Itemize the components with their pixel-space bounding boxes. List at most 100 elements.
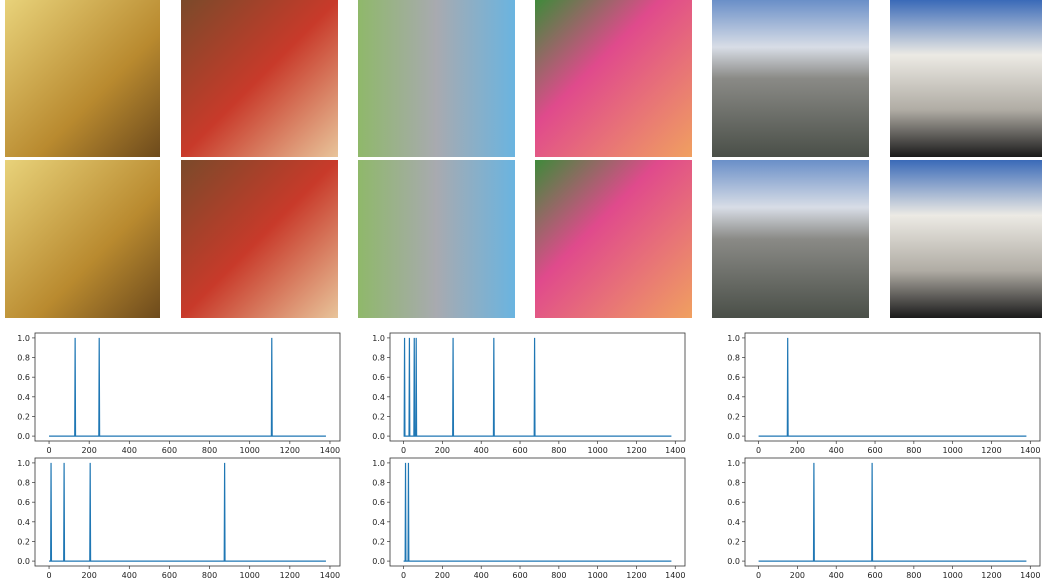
figure: 0.0 0.2 0.4 0.6 0.8 1.0 0 200 400 600 800 1000 1200 1… <box>0 0 1042 581</box>
y-tick-label: 0.2 <box>17 537 30 546</box>
x-tick-label: 400 <box>474 446 489 455</box>
page: {"chart_data": [ {"type": "line", "x": [… <box>0 0 1042 585</box>
x-tick-label: 800 <box>202 446 217 455</box>
x-tick-label: 600 <box>512 446 527 455</box>
x-tick-label: 600 <box>162 571 177 580</box>
y-tick-label: 0.6 <box>17 498 30 507</box>
y-tick-label: 1.0 <box>372 459 385 468</box>
x-tick-label: 1000 <box>587 446 607 455</box>
y-tick-label: 0.8 <box>727 479 740 488</box>
x-tick-label: 600 <box>867 446 882 455</box>
photo <box>712 0 869 157</box>
x-tick-label: 0 <box>46 571 51 580</box>
axes-frame <box>390 458 685 566</box>
x-tick-label: 400 <box>829 571 844 580</box>
x-tick-label: 1200 <box>626 571 646 580</box>
x-tick-label: 1200 <box>280 446 300 455</box>
y-tick-label: 0.4 <box>727 518 740 527</box>
axes-frame <box>390 333 685 441</box>
x-tick-label: 1200 <box>280 571 300 580</box>
line <box>404 463 672 561</box>
y-tick-label: 0.8 <box>372 479 385 488</box>
x-tick-label: 400 <box>829 446 844 455</box>
photo <box>890 0 1042 157</box>
line <box>49 463 326 561</box>
x-tick-label: 1400 <box>320 571 340 580</box>
line <box>759 463 1027 561</box>
x-tick-label: 1000 <box>942 571 962 580</box>
x-tick-label: 0 <box>46 446 51 455</box>
x-tick-label: 0 <box>401 446 406 455</box>
y-tick-label: 0.4 <box>17 393 30 402</box>
x-tick-label: 1200 <box>981 446 1001 455</box>
x-tick-label: 1400 <box>665 446 685 455</box>
axes-frame <box>35 458 340 566</box>
y-tick-label: 1.0 <box>727 334 740 343</box>
y-tick-label: 0.6 <box>727 373 740 382</box>
x-tick-label: 1000 <box>587 571 607 580</box>
x-tick-label: 1400 <box>1020 571 1040 580</box>
x-tick-label: 1400 <box>320 446 340 455</box>
y-tick-label: 0.8 <box>727 354 740 363</box>
x-tick-label: 800 <box>551 446 566 455</box>
x-tick-label: 200 <box>790 571 805 580</box>
x-tick-label: 800 <box>906 571 921 580</box>
x-tick-label: 0 <box>756 446 761 455</box>
x-tick-label: 200 <box>82 571 97 580</box>
x-tick-label: 1000 <box>942 446 962 455</box>
x-tick-label: 1400 <box>1020 446 1040 455</box>
y-tick-label: 0.6 <box>17 373 30 382</box>
x-tick-label: 800 <box>906 446 921 455</box>
photo <box>712 160 869 318</box>
y-tick-label: 0.2 <box>727 412 740 421</box>
x-tick-label: 800 <box>551 571 566 580</box>
photo-grid <box>5 0 1042 318</box>
x-tick-label: 200 <box>790 446 805 455</box>
y-tick-label: 1.0 <box>17 334 30 343</box>
y-tick-label: 0.2 <box>372 412 385 421</box>
x-tick-label: 1000 <box>240 446 260 455</box>
x-tick-label: 400 <box>122 446 137 455</box>
x-tick-label: 1200 <box>626 446 646 455</box>
axes-frame <box>35 333 340 441</box>
y-tick-label: 0.6 <box>372 373 385 382</box>
line <box>759 338 1027 436</box>
x-tick-label: 0 <box>756 571 761 580</box>
axes-frame <box>745 458 1040 566</box>
photo <box>181 0 338 157</box>
y-tick-label: 0.0 <box>372 557 385 566</box>
photo <box>5 160 160 318</box>
x-tick-label: 400 <box>474 571 489 580</box>
y-tick-label: 0.8 <box>17 354 30 363</box>
axes-frame <box>745 333 1040 441</box>
line <box>404 338 672 436</box>
x-tick-label: 200 <box>435 446 450 455</box>
x-tick-label: 200 <box>82 446 97 455</box>
y-tick-label: 0.2 <box>372 537 385 546</box>
x-tick-label: 1000 <box>240 571 260 580</box>
y-tick-label: 0.8 <box>372 354 385 363</box>
y-tick-label: 0.0 <box>17 557 30 566</box>
photo <box>358 160 515 318</box>
x-tick-label: 600 <box>162 446 177 455</box>
x-tick-label: 800 <box>202 571 217 580</box>
y-tick-label: 1.0 <box>17 459 30 468</box>
y-tick-label: 0.4 <box>17 518 30 527</box>
y-tick-label: 0.4 <box>372 518 385 527</box>
y-tick-label: 0.6 <box>372 498 385 507</box>
x-tick-label: 0 <box>401 571 406 580</box>
x-tick-label: 400 <box>122 571 137 580</box>
x-tick-label: 600 <box>512 571 527 580</box>
y-tick-label: 1.0 <box>372 334 385 343</box>
y-tick-label: 0.0 <box>17 432 30 441</box>
photo <box>181 160 338 318</box>
x-tick-label: 1200 <box>981 571 1001 580</box>
x-tick-label: 200 <box>435 571 450 580</box>
y-tick-label: 0.6 <box>727 498 740 507</box>
photo <box>890 160 1042 318</box>
x-tick-label: 1400 <box>665 571 685 580</box>
y-tick-label: 0.8 <box>17 479 30 488</box>
photo <box>5 0 160 157</box>
y-tick-label: 0.4 <box>727 393 740 402</box>
y-tick-label: 0.2 <box>17 412 30 421</box>
